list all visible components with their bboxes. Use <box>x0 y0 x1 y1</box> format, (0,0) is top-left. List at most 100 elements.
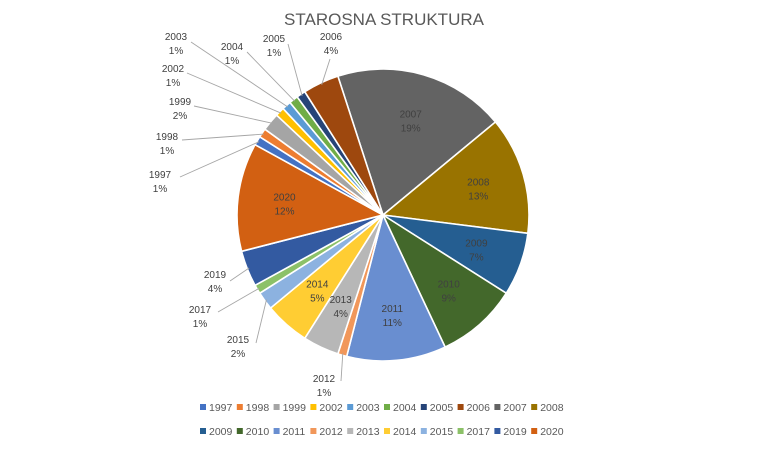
data-label-year-1998: 1998 <box>156 132 179 143</box>
legend-item-2007: 2007 <box>494 402 527 414</box>
legend-swatch-2003 <box>347 404 354 410</box>
legend-swatch-2019 <box>494 428 501 434</box>
legend-label-2017: 2017 <box>467 426 491 438</box>
leader-line-2019 <box>229 267 250 282</box>
data-label-percent-2011: 11% <box>383 318 402 329</box>
leader-line-1997 <box>179 141 260 178</box>
legend-swatch-2004 <box>384 404 390 410</box>
legend-item-2020: 2020 <box>531 426 564 438</box>
legend-item-2009: 2009 <box>200 426 233 438</box>
legend-label-2012: 2012 <box>319 426 343 438</box>
legend-item-2012: 2012 <box>310 426 343 438</box>
leader-lines <box>179 41 344 382</box>
data-label-year-2013: 2013 <box>330 295 353 306</box>
legend-label-1997: 1997 <box>209 402 233 414</box>
pie-slice-2020 <box>236 143 386 253</box>
legend-swatch-2017 <box>457 428 464 434</box>
data-label-year-2003: 2003 <box>165 32 188 43</box>
leader-line-2003 <box>190 41 289 108</box>
legend-label-2020: 2020 <box>540 426 564 438</box>
legend-swatch-2011 <box>273 428 280 434</box>
data-label-percent-2013: 4% <box>333 309 348 320</box>
legend-item-2011: 2011 <box>273 426 306 438</box>
legend-swatch-1999 <box>273 404 280 410</box>
data-label-year-2014: 2014 <box>306 280 329 291</box>
legend-item-2004: 2004 <box>384 402 417 414</box>
data-label-percent-2002: 1% <box>166 78 181 89</box>
legend-item-2005: 2005 <box>420 402 454 414</box>
legend-label-2013: 2013 <box>356 426 380 438</box>
legend-item-2013: 2013 <box>347 426 380 438</box>
legend-item-2006: 2006 <box>457 402 491 414</box>
legend-label-2005: 2005 <box>430 402 454 414</box>
legend-label-2002: 2002 <box>319 402 343 414</box>
legend-swatch-2015 <box>420 428 427 434</box>
legend-label-1998: 1998 <box>246 402 270 414</box>
leader-line-2002 <box>186 72 282 114</box>
data-label-percent-2020: 12% <box>274 207 294 218</box>
data-label-percent-1998: 1% <box>160 146 175 157</box>
legend-swatch-2012 <box>310 428 317 434</box>
data-label-percent-2014: 5% <box>310 294 325 305</box>
legend-item-2010: 2010 <box>236 426 269 438</box>
pie-slice-2006 <box>303 75 384 216</box>
leader-line-2006 <box>321 58 331 85</box>
data-label-percent-2003: 1% <box>169 46 184 57</box>
leader-line-2005 <box>287 43 303 97</box>
leader-line-2004 <box>246 51 296 102</box>
data-label-year-2017: 2017 <box>189 305 212 316</box>
legend-swatch-2013 <box>347 428 354 434</box>
pie-slice-2010 <box>381 212 508 349</box>
data-label-percent-2005: 1% <box>267 48 282 59</box>
leader-line-1998 <box>181 133 264 141</box>
data-label-year-2007: 2007 <box>400 110 423 121</box>
data-label-year-1997: 1997 <box>149 170 172 181</box>
legend-label-2011: 2011 <box>283 426 306 438</box>
data-label-percent-2015: 2% <box>231 349 246 360</box>
legend-label-1999: 1999 <box>283 402 307 414</box>
legend-label-2009: 2009 <box>209 426 233 438</box>
legend-swatch-1998 <box>236 404 243 410</box>
legend-label-2004: 2004 <box>393 402 417 414</box>
data-label-percent-1997: 1% <box>153 184 168 195</box>
data-label-year-2019: 2019 <box>204 270 227 281</box>
legend-item-2019: 2019 <box>494 426 527 438</box>
legend-swatch-2002 <box>310 404 317 410</box>
data-label-year-2006: 2006 <box>320 32 343 43</box>
data-label-year-2008: 2008 <box>467 177 490 188</box>
legend-label-2008: 2008 <box>540 402 564 414</box>
legend-swatch-2007 <box>494 404 501 410</box>
legend-item-2014: 2014 <box>384 426 417 438</box>
legend-label-2006: 2006 <box>467 402 491 414</box>
legend-item-2002: 2002 <box>310 402 343 414</box>
legend-label-2019: 2019 <box>503 426 527 438</box>
legend-item-1998: 1998 <box>236 402 270 414</box>
legend: 1997 1998 1999 2002 2003 2004 2005 2006 2007 2008… <box>200 402 564 438</box>
legend-item-1997: 1997 <box>200 402 233 414</box>
legend-swatch-1997 <box>200 404 206 410</box>
legend-swatch-2008 <box>531 404 538 410</box>
data-label-year-2020: 2020 <box>273 193 296 204</box>
data-label-year-2009: 2009 <box>465 239 488 250</box>
legend-label-2007: 2007 <box>503 402 527 414</box>
pie-slice-2011 <box>345 212 447 362</box>
leader-line-1999 <box>193 105 273 124</box>
data-label-year-2012: 2012 <box>313 374 336 385</box>
data-label-year-2004: 2004 <box>221 42 244 53</box>
data-label-percent-2006: 4% <box>324 46 339 57</box>
leader-line-2015 <box>255 299 267 344</box>
legend-swatch-2005 <box>420 404 427 410</box>
legend-item-2008: 2008 <box>531 402 564 414</box>
legend-swatch-2014 <box>384 428 390 434</box>
data-label-percent-2017: 1% <box>193 319 208 330</box>
legend-swatch-2006 <box>457 404 464 410</box>
pie-slice-2007 <box>336 68 497 217</box>
data-label-year-2010: 2010 <box>438 280 461 291</box>
data-label-percent-2010: 9% <box>441 294 456 305</box>
legend-swatch-2009 <box>200 428 206 434</box>
chart-title: STAROSNA STRUKTURA <box>284 10 485 29</box>
legend-item-2015: 2015 <box>420 426 453 438</box>
data-label-percent-2004: 1% <box>225 56 240 67</box>
leader-line-2017 <box>217 287 260 313</box>
